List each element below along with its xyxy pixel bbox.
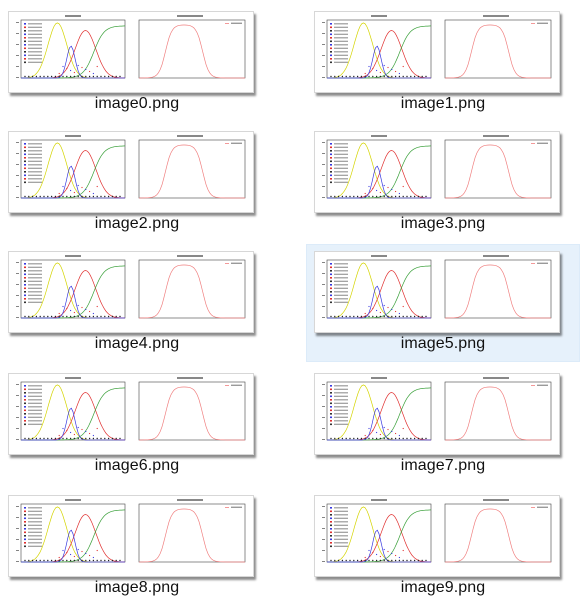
file-item[interactable]: image2.png bbox=[0, 124, 274, 242]
file-name-label: image9.png bbox=[400, 579, 486, 596]
file-name-label: image5.png bbox=[400, 335, 486, 352]
thumbnail-plot bbox=[322, 15, 552, 79]
file-item[interactable]: image4.png bbox=[0, 244, 274, 362]
thumbnail-plot bbox=[16, 135, 246, 199]
file-thumbnail[interactable] bbox=[8, 495, 254, 577]
file-item[interactable]: image9.png bbox=[306, 488, 580, 606]
file-name-label: image4.png bbox=[94, 335, 180, 352]
file-item[interactable]: image8.png bbox=[0, 488, 274, 606]
file-thumbnail[interactable] bbox=[314, 131, 560, 213]
file-name-label: image0.png bbox=[94, 95, 180, 112]
thumbnail-plot bbox=[322, 499, 552, 563]
file-item[interactable]: image6.png bbox=[0, 366, 274, 484]
thumbnail-plot bbox=[322, 377, 552, 441]
thumbnail-plot bbox=[322, 135, 552, 199]
file-name-label: image2.png bbox=[94, 215, 180, 232]
file-name-label: image1.png bbox=[400, 95, 486, 112]
thumbnail-plot bbox=[16, 15, 246, 79]
file-item[interactable]: image1.png bbox=[306, 4, 580, 122]
file-thumbnail[interactable] bbox=[314, 11, 560, 93]
file-item[interactable]: image5.png bbox=[306, 244, 580, 362]
file-thumbnail[interactable] bbox=[8, 11, 254, 93]
thumbnail-plot bbox=[16, 255, 246, 319]
file-item[interactable]: image7.png bbox=[306, 366, 580, 484]
file-item[interactable]: image3.png bbox=[306, 124, 580, 242]
file-thumbnail[interactable] bbox=[314, 251, 560, 333]
file-thumbnail[interactable] bbox=[8, 373, 254, 455]
file-item[interactable]: image0.png bbox=[0, 4, 274, 122]
file-thumbnail[interactable] bbox=[8, 131, 254, 213]
file-thumbnail[interactable] bbox=[314, 495, 560, 577]
file-name-label: image7.png bbox=[400, 457, 486, 474]
file-name-label: image8.png bbox=[94, 579, 180, 596]
file-thumbnail[interactable] bbox=[8, 251, 254, 333]
thumbnail-plot bbox=[16, 499, 246, 563]
file-name-label: image3.png bbox=[400, 215, 486, 232]
thumbnail-plot bbox=[322, 255, 552, 319]
file-name-label: image6.png bbox=[94, 457, 180, 474]
file-thumbnail[interactable] bbox=[314, 373, 560, 455]
thumbnail-plot bbox=[16, 377, 246, 441]
